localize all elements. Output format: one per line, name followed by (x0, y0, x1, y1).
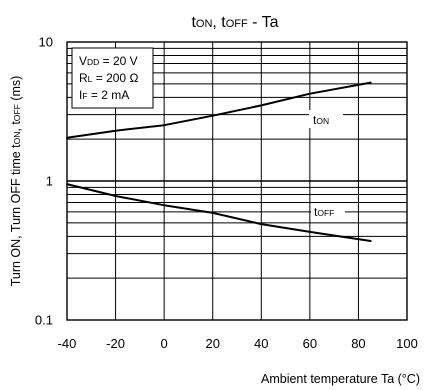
conditions-box-frame (71, 47, 154, 109)
series-line-ton (66, 81, 372, 139)
series-label-ton: tON (309, 110, 343, 128)
series-label-toff-bg (311, 203, 345, 221)
x-tick-label: 100 (396, 336, 418, 351)
y-tick-label: 10 (39, 35, 53, 50)
x-tick-label: 0 (161, 336, 168, 351)
y-tick-labels: 0.1 1 10 (35, 35, 53, 328)
y-tick-label: 1 (46, 174, 53, 189)
y-axis-label: Turn ON, Turn OFF time tON, tOFF (ms) (9, 76, 23, 287)
x-tick-label: 80 (351, 336, 365, 351)
chart-title: tON, tOFF - Ta (191, 14, 278, 31)
x-tick-label: -40 (58, 336, 77, 351)
series-label-toff: tOFF (311, 203, 345, 221)
x-tick-label: 20 (205, 336, 219, 351)
condition-if: IF = 2 mA (79, 88, 129, 102)
x-tick-label: -20 (106, 336, 125, 351)
grid (67, 42, 407, 320)
plot-frame (66, 41, 408, 321)
condition-rl: RL = 200 Ω (79, 71, 138, 85)
series-lines (66, 81, 372, 242)
conditions-box: VDD = 20 V RL = 200 Ω IF = 2 mA (71, 47, 154, 109)
series-label-ton-bg (309, 110, 343, 128)
y-tick-label: 0.1 (35, 313, 53, 328)
x-tick-labels: -40 -20 0 20 40 60 80 100 (58, 336, 418, 351)
condition-vdd: VDD = 20 V (79, 54, 138, 68)
series-label-ton-text: tON (313, 113, 329, 127)
series-label-toff-text: tOFF (314, 205, 334, 219)
x-axis-label: Ambient temperature Ta (°C) (261, 372, 420, 386)
x-tick-label: 60 (303, 336, 317, 351)
x-tick-label: 40 (254, 336, 268, 351)
series-line-toff (66, 183, 372, 242)
